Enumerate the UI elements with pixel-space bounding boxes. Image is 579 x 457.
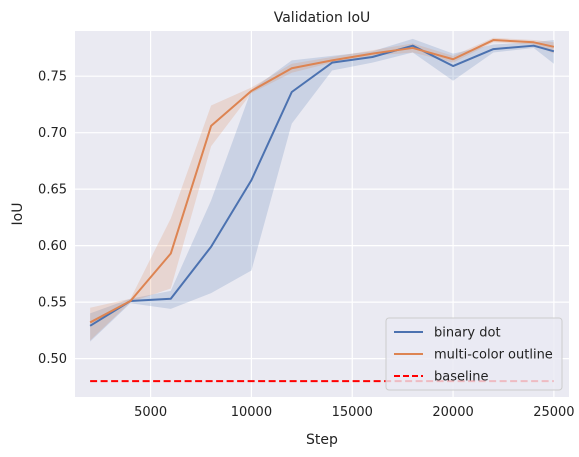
confidence-band <box>90 37 554 341</box>
legend-label: baseline <box>434 370 488 385</box>
legend: binary dot multi-color outline baseline <box>385 317 563 391</box>
legend-box <box>385 317 563 391</box>
y-tick-label: 0.70 <box>38 126 67 141</box>
y-tick-label: 0.75 <box>38 70 67 85</box>
y-tick-label: 0.65 <box>38 183 67 198</box>
x-tick-labels: 5000 10000 15000 20000 25000 <box>134 405 574 420</box>
grid <box>75 31 569 397</box>
legend-label: multi-color outline <box>434 348 553 363</box>
y-tick-labels: 0.50 0.55 0.60 0.65 0.70 0.75 <box>38 70 67 367</box>
x-tick-label: 20000 <box>432 405 473 420</box>
y-tick-label: 0.55 <box>38 296 67 311</box>
x-tick-label: 25000 <box>533 405 574 420</box>
x-tick-label: 10000 <box>231 405 272 420</box>
x-tick-label: 5000 <box>134 405 167 420</box>
y-tick-label: 0.50 <box>38 352 67 367</box>
x-axis-label: Step <box>306 432 338 448</box>
series-line <box>89 39 555 324</box>
y-tick-label: 0.60 <box>38 239 67 254</box>
chart-title: Validation IoU <box>274 10 371 26</box>
y-axis-label: IoU <box>10 203 26 226</box>
confidence-bands <box>90 37 554 342</box>
series-lines <box>89 39 555 327</box>
x-tick-label: 15000 <box>332 405 373 420</box>
series-line <box>89 44 555 327</box>
confidence-band <box>90 38 554 342</box>
legend-label: binary dot <box>434 326 501 341</box>
